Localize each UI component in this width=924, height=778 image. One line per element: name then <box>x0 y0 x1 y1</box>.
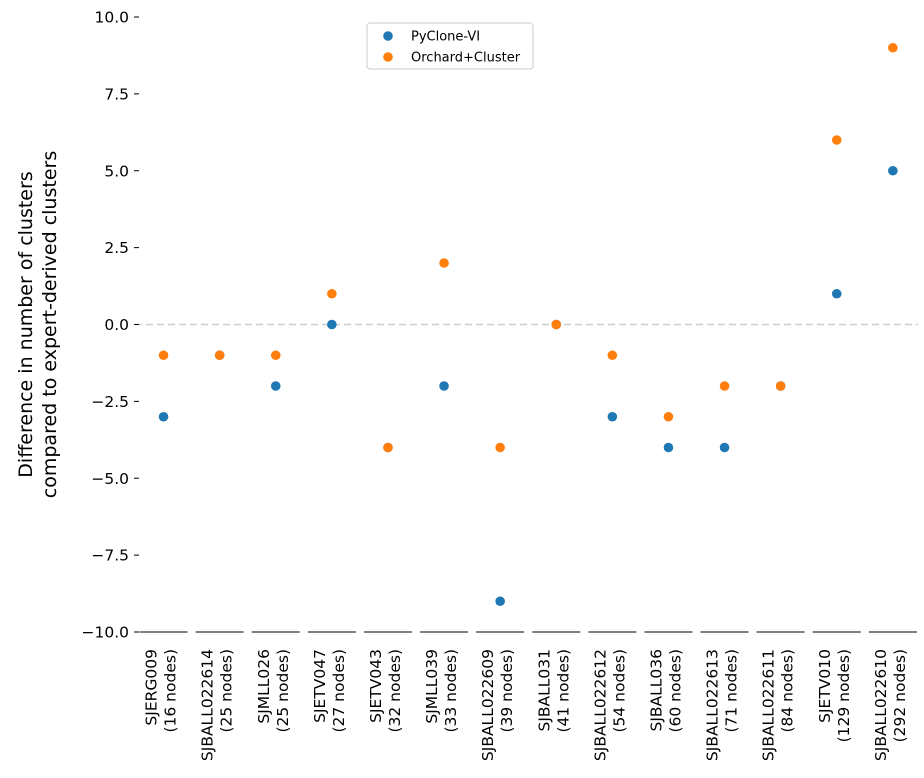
x-axis: SJERG009 (16 nodes) SJBALL022614 (25 nodes)… <box>139 631 917 761</box>
x-tick-label-name: SJBALL022610 <box>872 649 890 761</box>
point-orchard-cluster <box>663 411 674 422</box>
point-pyclone-vi <box>663 442 674 453</box>
y-tick-label: −5.0 <box>91 470 129 488</box>
point-pyclone-vi <box>158 411 169 422</box>
point-pyclone-vi <box>495 596 505 607</box>
x-tick-label-name: SJBALL036 <box>647 649 665 732</box>
x-tick-label: SJMLL026 (25 nodes) <box>255 649 292 733</box>
x-tick-label-name: SJETV047 <box>311 649 329 723</box>
x-tick-label: SJBALL022610 (292 nodes) <box>872 649 909 761</box>
x-tick-label-nodes: (39 nodes) <box>498 649 516 733</box>
point-orchard-cluster <box>551 319 562 330</box>
x-tick-label-nodes: (54 nodes) <box>610 649 628 733</box>
point-pyclone-vi <box>888 165 898 176</box>
legend-label: Orchard+Cluster <box>411 51 521 66</box>
x-tick-label: SJMLL039 (33 nodes) <box>423 649 460 733</box>
x-tick-label: SJBALL022609 (39 nodes) <box>479 649 516 761</box>
y-axis-title-line: Difference in number of clusters <box>15 171 37 477</box>
y-tick-label: 0.0 <box>104 316 129 334</box>
y-axis-title: Difference in number of clusters compared… <box>15 151 61 498</box>
point-orchard-cluster <box>327 288 337 299</box>
x-tick-label-nodes: (129 nodes) <box>835 649 853 742</box>
x-tick-label-name: SJBALL022611 <box>760 649 778 761</box>
point-orchard-cluster <box>383 442 393 453</box>
x-tick-label-name: SJMLL039 <box>423 649 441 724</box>
y-tick-label: −10.0 <box>82 624 130 642</box>
point-pyclone-vi <box>270 381 281 391</box>
x-tick-label-name: SJBALL022613 <box>704 649 722 761</box>
point-pyclone-vi <box>439 381 449 391</box>
point-pyclone-vi <box>327 319 337 330</box>
y-axis: 10.0 7.5 5.0 2.5 0.0 −2.5 −5.0 −7.5 −10.0 <box>82 9 139 642</box>
legend-box <box>366 22 534 70</box>
x-tick-label: SJBALL031 (41 nodes) <box>535 649 572 733</box>
x-tick-label-nodes: (71 nodes) <box>723 649 741 733</box>
x-tick-label: SJBALL022614 (25 nodes) <box>199 649 236 761</box>
x-tick-label-nodes: (41 nodes) <box>554 649 572 733</box>
x-tick-label: SJBALL022613 (71 nodes) <box>704 649 741 761</box>
x-tick-label-nodes: (32 nodes) <box>386 649 404 733</box>
legend-label: PyClone-VI <box>411 30 480 45</box>
y-tick-label: 7.5 <box>104 85 129 103</box>
x-tick-label-name: SJBALL031 <box>535 649 553 732</box>
x-tick-label-name: SJETV010 <box>816 649 834 723</box>
x-tick-label: SJBALL036 (60 nodes) <box>647 649 684 733</box>
y-tick-label: −2.5 <box>91 393 129 411</box>
point-orchard-cluster <box>831 135 842 145</box>
point-orchard-cluster <box>495 442 505 453</box>
x-tick-label: SJERG009 (16 nodes) <box>143 649 180 733</box>
x-tick-label-name: SJBALL022609 <box>479 649 497 761</box>
point-orchard-cluster <box>270 350 281 361</box>
x-tick-label-name: SJERG009 <box>143 649 161 726</box>
x-tick-label-nodes: (33 nodes) <box>442 649 460 733</box>
y-tick-label: 2.5 <box>104 239 129 257</box>
y-tick-label: 10.0 <box>94 9 129 27</box>
x-tick-label-nodes: (60 nodes) <box>666 649 684 733</box>
y-axis-title-line: compared to expert-derived clusters <box>39 151 61 498</box>
point-orchard-cluster <box>775 381 786 391</box>
point-pyclone-vi <box>719 442 730 453</box>
x-tick-label-name: SJMLL026 <box>255 649 273 724</box>
x-tick-label-name: SJBALL022612 <box>591 649 609 761</box>
x-tick-label: SJBALL022611 (84 nodes) <box>760 649 797 761</box>
point-orchard-cluster <box>439 258 449 268</box>
legend-marker <box>383 52 393 62</box>
y-tick-label: −7.5 <box>91 547 129 565</box>
point-pyclone-vi <box>831 288 842 299</box>
x-tick-label: SJETV047 (27 nodes) <box>311 649 348 733</box>
data-points <box>158 42 898 607</box>
x-tick-label: SJETV043 (32 nodes) <box>367 649 404 733</box>
y-tick-label: 5.0 <box>104 162 129 180</box>
point-orchard-cluster <box>158 350 169 361</box>
point-orchard-cluster <box>607 350 618 361</box>
x-tick-label-nodes: (84 nodes) <box>779 649 797 733</box>
point-pyclone-vi <box>607 411 618 422</box>
x-tick-label-name: SJBALL022614 <box>199 649 217 761</box>
x-tick-label-nodes: (25 nodes) <box>274 649 292 733</box>
x-tick-label-name: SJETV043 <box>367 649 385 723</box>
x-tick-label: SJETV010 (129 nodes) <box>816 649 853 742</box>
legend: PyClone-VI Orchard+Cluster <box>366 22 534 70</box>
point-orchard-cluster <box>719 381 730 391</box>
point-orchard-cluster <box>888 42 898 53</box>
point-orchard-cluster <box>214 350 225 361</box>
x-tick-label-nodes: (27 nodes) <box>330 649 348 733</box>
x-tick-label: SJBALL022612 (54 nodes) <box>591 649 628 761</box>
legend-marker <box>383 31 393 41</box>
x-tick-label-nodes: (16 nodes) <box>162 649 180 733</box>
x-tick-label-nodes: (25 nodes) <box>218 649 236 733</box>
x-tick-label-nodes: (292 nodes) <box>891 649 909 742</box>
